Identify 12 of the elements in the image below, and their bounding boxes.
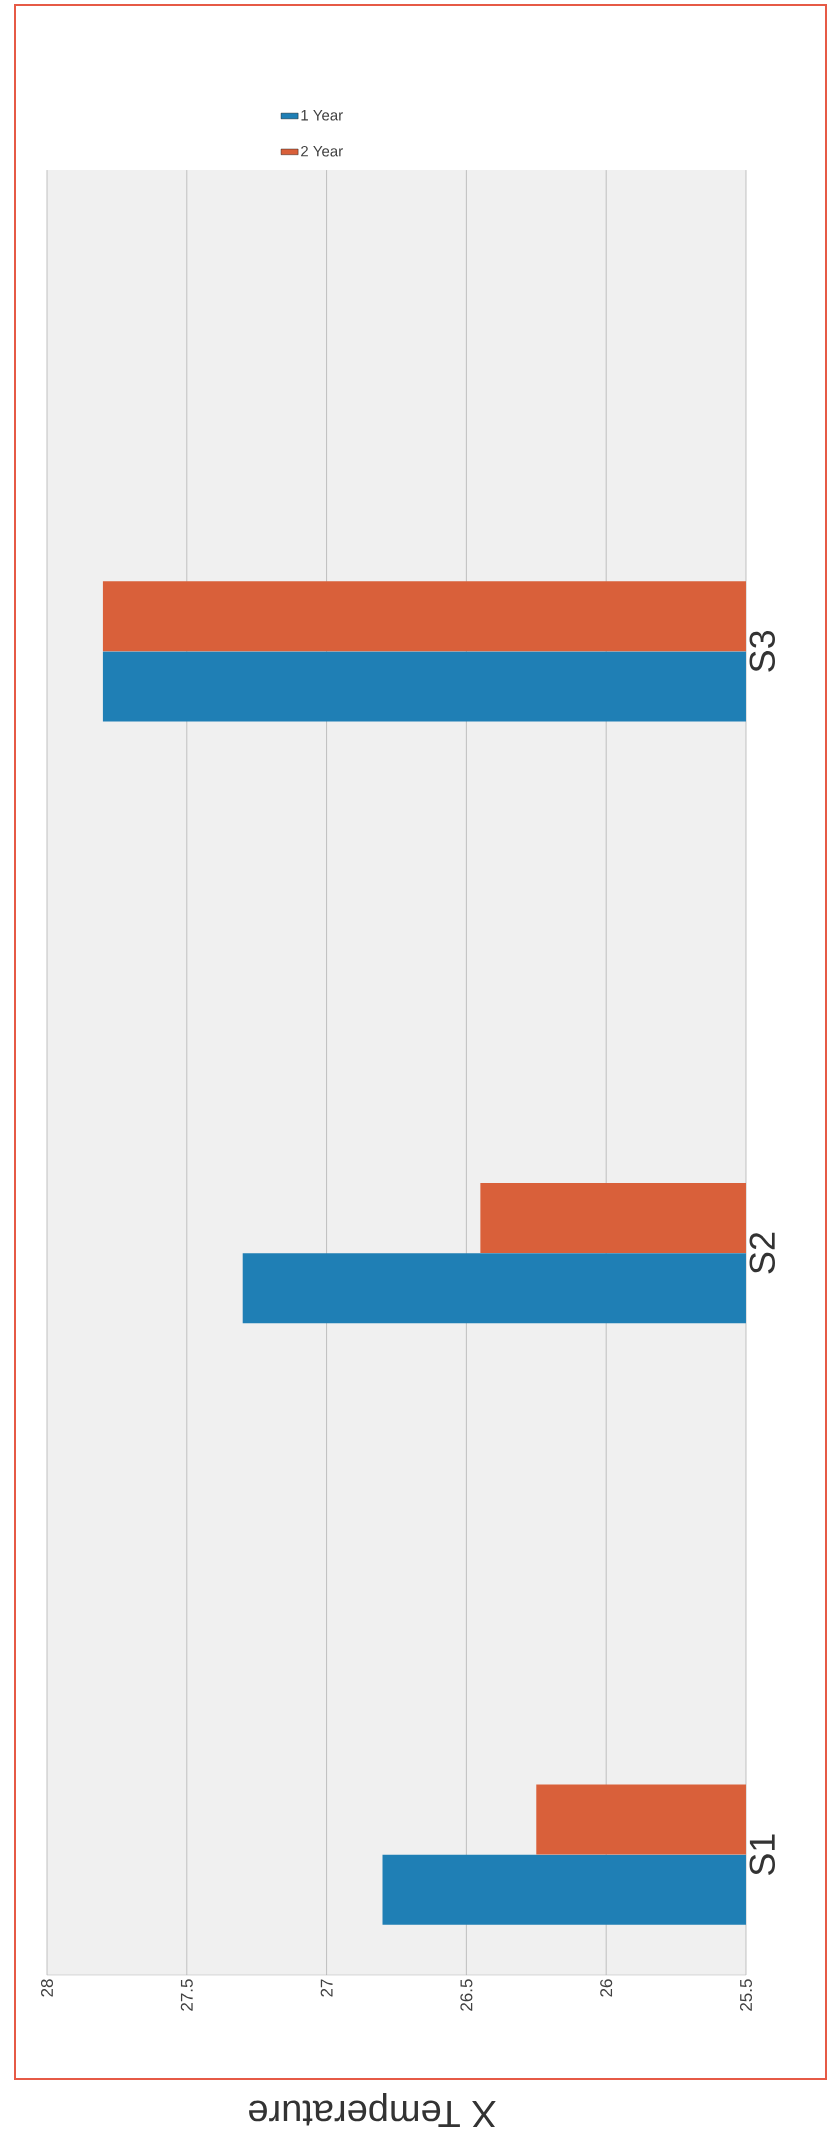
y-tick-label: S3: [749, 630, 775, 672]
legend-label: 1 Year: [301, 110, 343, 121]
x-tick-label: 28: [40, 1979, 54, 1997]
x-tick-label: 27: [320, 1979, 333, 1997]
x-tick-label: 27.5: [180, 1979, 193, 2011]
legend-label: 2 Year: [301, 145, 343, 157]
x-tick-label: 26.5: [460, 1979, 473, 2011]
x-tick-label: 26: [600, 1979, 613, 1997]
y-tick-label: S2: [749, 1232, 775, 1274]
x-tick-label: 25.5: [739, 1979, 753, 2011]
x-axis-title: X Temperature: [249, 2092, 496, 2128]
y-tick-label: S1: [749, 1834, 775, 1876]
